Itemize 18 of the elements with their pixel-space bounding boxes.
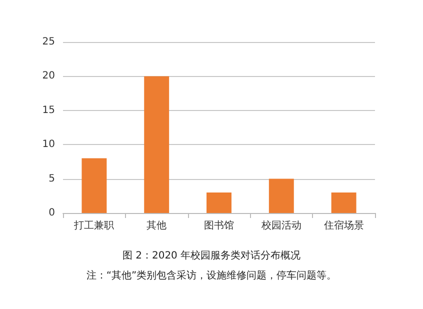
- y-tick-label: 0: [48, 208, 55, 218]
- bar: [82, 158, 107, 213]
- x-tick-label: 住宿场景: [324, 220, 364, 232]
- bar: [331, 192, 356, 213]
- y-tick-label: 25: [42, 36, 55, 48]
- y-tick-label: 15: [42, 104, 55, 116]
- text: 注：“其他”类别包含采访，设施维修问题，停车问题等。: [86, 270, 337, 282]
- x-tick-label: 打工兼职: [73, 220, 114, 232]
- y-tick-label: 5: [48, 173, 55, 184]
- bar: [268, 178, 294, 213]
- x-tick-label: 其他: [146, 220, 167, 232]
- bar: [206, 192, 232, 213]
- text: 图 2：2020 年校园服务类对话分布概况: [122, 250, 301, 262]
- bar: [144, 76, 170, 213]
- y-tick-label: 10: [42, 139, 55, 150]
- y-tick-label: 20: [42, 70, 55, 82]
- x-tick-label: 校园活动: [260, 220, 302, 232]
- x-tick-label: 图书馆: [204, 220, 234, 232]
